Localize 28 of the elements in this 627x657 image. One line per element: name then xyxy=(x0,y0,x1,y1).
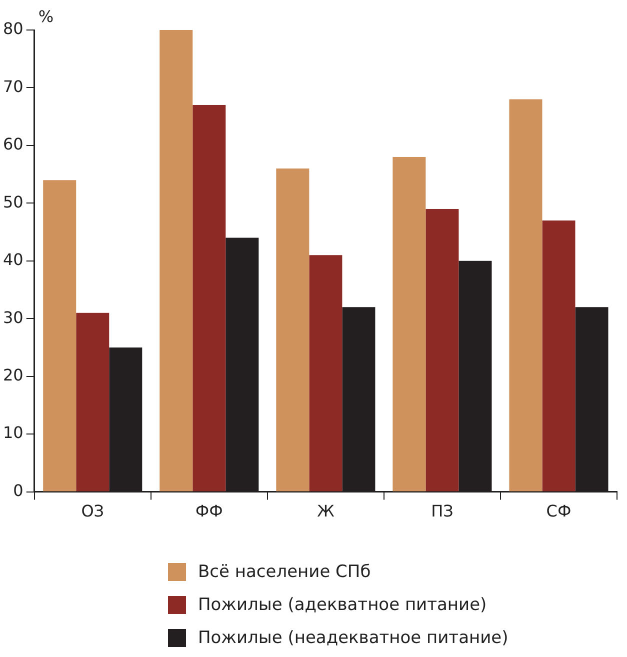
x-tick-label: ФФ xyxy=(195,502,223,521)
y-tick-label: 70 xyxy=(3,76,24,96)
x-tick-label: ПЗ xyxy=(431,502,454,521)
bar xyxy=(43,180,76,492)
bar xyxy=(392,156,426,492)
bar xyxy=(509,99,542,492)
legend-label: Пожилые (неадекватное питание) xyxy=(198,628,508,648)
bar xyxy=(192,105,226,492)
x-tick-label: ОЗ xyxy=(81,502,104,521)
y-tick-label: 0 xyxy=(13,480,24,500)
legend-label: Всё население СПб xyxy=(198,562,371,582)
y-tick-label: 30 xyxy=(3,308,24,327)
bar xyxy=(542,220,576,492)
x-tick-label: Ж xyxy=(317,502,334,521)
y-tick-label: 20 xyxy=(3,366,24,385)
y-tick-label: 60 xyxy=(3,134,24,154)
bar xyxy=(160,30,193,492)
y-tick-label: 80 xyxy=(3,19,24,38)
bar xyxy=(76,312,110,492)
bar xyxy=(426,208,459,492)
y-tick-label: 50 xyxy=(3,192,24,212)
bar xyxy=(309,255,342,492)
bar xyxy=(276,168,310,492)
y-tick-label: 40 xyxy=(3,250,24,270)
legend-label: Пожилые (адекватное питание) xyxy=(198,594,487,614)
x-tick-label: СФ xyxy=(546,502,572,521)
y-tick-label: 10 xyxy=(3,423,24,442)
y-axis-title: % xyxy=(38,7,54,26)
